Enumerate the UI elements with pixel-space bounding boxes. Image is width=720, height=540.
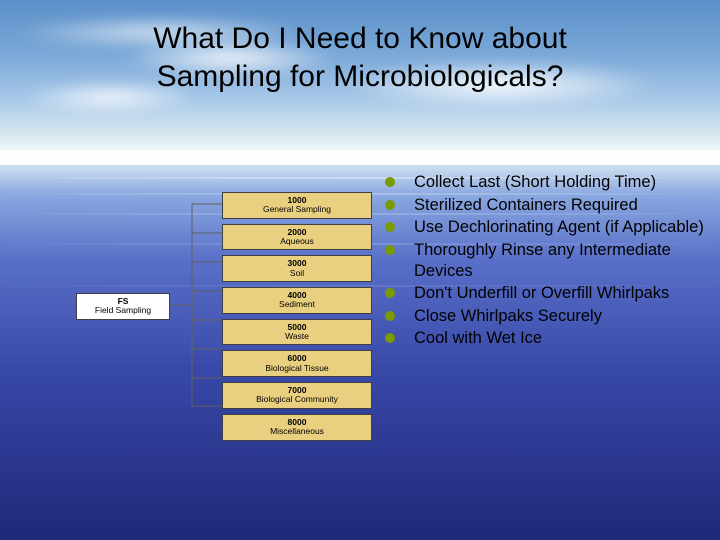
list-item: Collect Last (Short Holding Time) (384, 172, 710, 193)
node-label: Waste (225, 332, 369, 341)
list-item: Close Whirlpaks Securely (384, 306, 710, 327)
slide-title: What Do I Need to Know about Sampling fo… (0, 20, 720, 95)
tree-node: 5000 Waste (222, 319, 372, 346)
tree-node: 7000 Biological Community (222, 382, 372, 409)
bullet-icon (384, 244, 396, 256)
tree-node: 2000 Aqueous (222, 224, 372, 251)
bullet-icon (384, 176, 396, 188)
bullet-icon (384, 221, 396, 233)
tree-node: 6000 Biological Tissue (222, 350, 372, 377)
tree-children: 1000 General Sampling 2000 Aqueous 3000 … (222, 192, 372, 446)
list-item: Use Dechlorinating Agent (if Applicable) (384, 217, 710, 238)
bullet-icon (384, 310, 396, 322)
list-item: Cool with Wet Ice (384, 328, 710, 349)
node-label: General Sampling (225, 205, 369, 214)
title-line-2: Sampling for Microbiologicals? (157, 60, 564, 93)
node-label: Sediment (225, 300, 369, 309)
node-label: Biological Tissue (225, 364, 369, 373)
slide-content: What Do I Need to Know about Sampling fo… (0, 0, 720, 540)
bullet-text: Close Whirlpaks Securely (414, 306, 602, 327)
bullet-text: Sterilized Containers Required (414, 195, 638, 216)
node-label: Biological Community (225, 395, 369, 404)
tree-node: 8000 Miscellaneous (222, 414, 372, 441)
bullet-text: Collect Last (Short Holding Time) (414, 172, 656, 193)
list-item: Thoroughly Rinse any Intermediate Device… (384, 240, 710, 281)
node-label: Miscellaneous (225, 427, 369, 436)
title-line-1: What Do I Need to Know about (153, 22, 567, 55)
bullet-text: Don't Underfill or Overfill Whirlpaks (414, 283, 669, 304)
tree-node-root: FS Field Sampling (76, 293, 170, 320)
bullet-list: Collect Last (Short Holding Time) Steril… (384, 172, 710, 351)
node-label: Field Sampling (79, 306, 167, 315)
bullet-text: Cool with Wet Ice (414, 328, 542, 349)
bullet-icon (384, 287, 396, 299)
node-label: Aqueous (225, 237, 369, 246)
tree-node: 4000 Sediment (222, 287, 372, 314)
bullet-icon (384, 199, 396, 211)
list-item: Sterilized Containers Required (384, 195, 710, 216)
bullet-text: Use Dechlorinating Agent (if Applicable) (414, 217, 704, 238)
list-item: Don't Underfill or Overfill Whirlpaks (384, 283, 710, 304)
tree-node: 1000 General Sampling (222, 192, 372, 219)
node-label: Soil (225, 269, 369, 278)
bullet-text: Thoroughly Rinse any Intermediate Device… (414, 240, 710, 281)
tree-node: 3000 Soil (222, 255, 372, 282)
tree-root: FS Field Sampling (76, 293, 170, 320)
bullet-icon (384, 332, 396, 344)
